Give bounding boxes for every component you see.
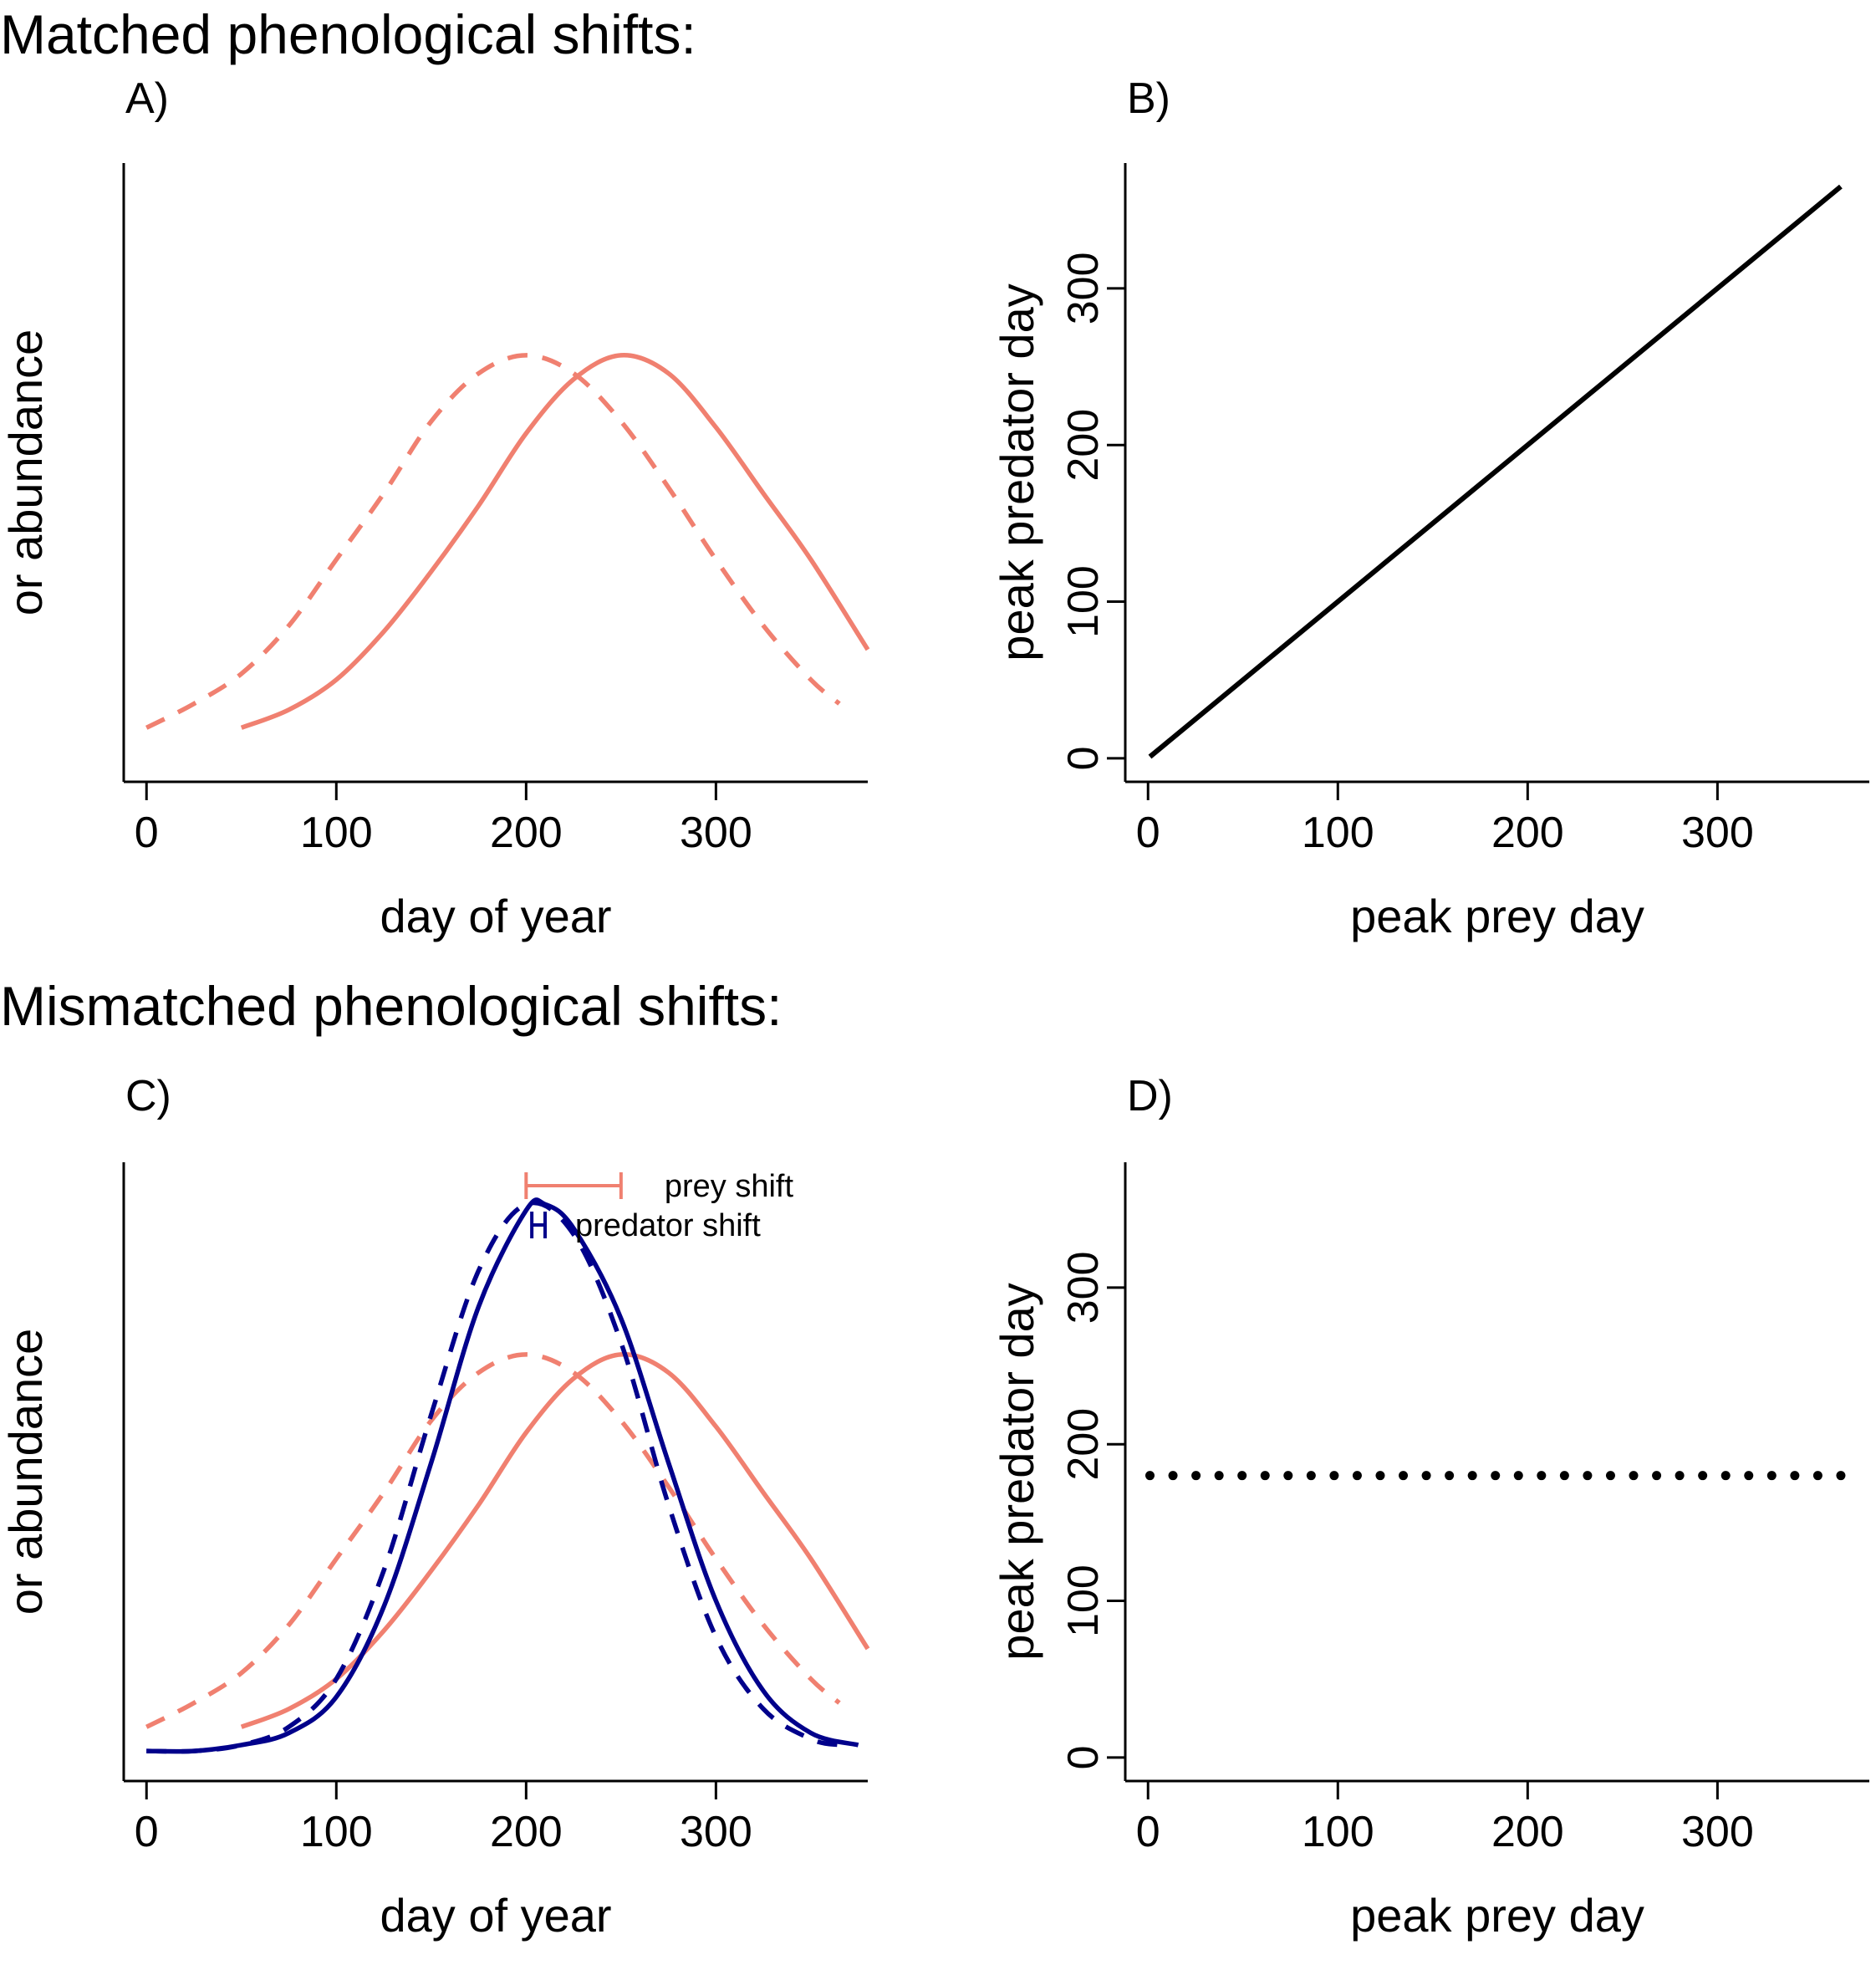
series-point-relation [1329, 1471, 1339, 1481]
series-point-relation [1721, 1471, 1731, 1481]
series-line-prey-solid [240, 353, 870, 730]
x-axis-label: day of year [380, 1889, 611, 1942]
series-point-relation [1421, 1471, 1431, 1481]
y-tick-label: 200 [1059, 409, 1108, 482]
x-tick-label: 300 [680, 809, 752, 857]
series-line-predator-solid [146, 1197, 859, 1754]
series-point-relation [1583, 1471, 1593, 1481]
section-title-matched: Matched phenological shifts: [0, 3, 696, 65]
panel-b: B) 0 100 200 300 0 100 200 300 peak prey day peak … [991, 74, 1869, 942]
y-tick-label: 0 [1059, 1745, 1108, 1769]
y-tick-label: 300 [1059, 252, 1108, 324]
x-tick-label: 200 [1491, 1808, 1564, 1856]
y-axis-label-line: peak predator day [991, 283, 1043, 661]
series-point-relation [1766, 1471, 1777, 1481]
series-point-relation [1375, 1471, 1385, 1481]
series-line-relation-solid [1148, 184, 1843, 759]
x-axis-label: peak prey day [1350, 890, 1644, 942]
series-point-relation [1260, 1471, 1270, 1481]
series-line-prey-solid [240, 1352, 870, 1729]
series-point-relation [1306, 1471, 1316, 1481]
series-point-relation [1698, 1471, 1708, 1481]
panel-a: A) 0 100 200 300 day of year occurrence probab… [0, 74, 870, 942]
x-tick-label: 300 [680, 1808, 752, 1856]
legend-label: prey shift [665, 1169, 794, 1204]
y-tick-label: 300 [1059, 1251, 1108, 1324]
series-point-relation [1812, 1471, 1822, 1481]
y-axis-label-line: or abundance [0, 329, 52, 616]
y-tick-label: 0 [1059, 746, 1108, 770]
x-tick-label: 300 [1681, 1808, 1754, 1856]
series-point-relation [1744, 1471, 1754, 1481]
panel-label: D) [1127, 1072, 1173, 1120]
x-axis-label: peak prey day [1350, 1889, 1644, 1942]
series-line-prey-dashed [145, 1352, 841, 1729]
x-tick-label: 100 [1302, 809, 1374, 857]
panel-label: C) [125, 1072, 171, 1120]
x-tick-label: 0 [1136, 1808, 1160, 1856]
series-point-relation [1559, 1471, 1569, 1481]
series-point-relation [1445, 1471, 1455, 1481]
series-line-prey-dashed [145, 353, 841, 730]
series-point-relation [1629, 1471, 1639, 1481]
panels: A) 0 100 200 300 day of year occurrence probab… [0, 74, 1869, 1942]
series-point-relation [1467, 1471, 1477, 1481]
x-tick-label: 300 [1681, 809, 1754, 857]
series-line-predator-dashed [146, 1200, 840, 1754]
series-point-relation [1283, 1471, 1293, 1481]
x-tick-label: 0 [135, 809, 159, 857]
y-axis-label-line: or abundance [0, 1329, 52, 1615]
series-point-relation [1168, 1471, 1178, 1481]
series-point-relation [1675, 1471, 1685, 1481]
series-point-relation [1491, 1471, 1501, 1481]
section-title-mismatched: Mismatched phenological shifts: [0, 975, 783, 1037]
panel-c: C) 0 100 200 300 day of year occurrence probab… [0, 1072, 870, 1942]
x-tick-label: 0 [1136, 809, 1160, 857]
series-point-relation [1605, 1471, 1615, 1481]
y-axis-label: occurrence probabilityor abundance [0, 243, 52, 702]
series-point-relation [1237, 1471, 1247, 1481]
series-point-relation [1399, 1471, 1409, 1481]
x-tick-label: 0 [135, 1808, 159, 1856]
series-point-relation [1537, 1471, 1547, 1481]
x-tick-label: 200 [1491, 809, 1564, 857]
series-point-relation [1145, 1471, 1155, 1481]
series-point-relation [1836, 1471, 1846, 1481]
x-axis-label: day of year [380, 890, 611, 942]
y-axis-label: peak predator day [991, 1283, 1043, 1660]
y-tick-label: 100 [1059, 565, 1108, 638]
y-tick-label: 200 [1059, 1408, 1108, 1481]
y-axis-label: peak predator day [991, 283, 1043, 661]
series-point-relation [1352, 1471, 1362, 1481]
y-tick-label: 100 [1059, 1564, 1108, 1637]
panel-label: A) [125, 74, 169, 123]
y-axis-label-line: peak predator day [991, 1283, 1043, 1660]
panel-d: D) 0 100 200 300 0 100 200 300 peak prey day peak … [991, 1072, 1869, 1942]
series-point-relation [1790, 1471, 1800, 1481]
y-axis-label: occurrence probabilityor abundance [0, 1243, 52, 1701]
series-point-relation [1214, 1471, 1224, 1481]
x-tick-label: 100 [300, 809, 373, 857]
series-point-relation [1513, 1471, 1523, 1481]
series-point-relation [1191, 1471, 1201, 1481]
legend-label: predator shift [575, 1208, 761, 1243]
x-tick-label: 200 [490, 1808, 563, 1856]
panel-label: B) [1127, 74, 1170, 123]
x-tick-label: 200 [490, 809, 563, 857]
series-point-relation [1652, 1471, 1662, 1481]
x-tick-label: 100 [300, 1808, 373, 1856]
x-tick-label: 100 [1302, 1808, 1374, 1856]
